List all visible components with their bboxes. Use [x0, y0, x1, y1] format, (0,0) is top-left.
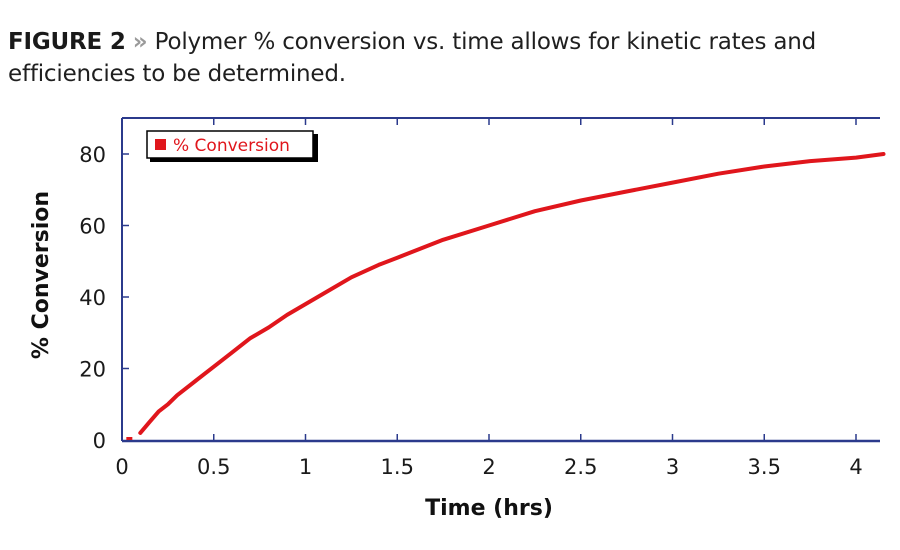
x-tick-label: 1.5	[381, 455, 414, 479]
y-tick-label: 0	[93, 429, 106, 453]
y-tick-label: 80	[79, 143, 106, 167]
legend-marker-icon	[155, 139, 166, 150]
y-tick-label: 40	[79, 286, 106, 310]
legend-box	[146, 130, 314, 159]
y-axis: 0 20 40 60 80	[79, 143, 129, 453]
x-tick-label: 4	[849, 455, 862, 479]
legend: % Conversion	[146, 130, 318, 162]
x-axis: 0 0.5 1 1.5 2 2.5 3 3.5 4	[115, 118, 863, 479]
x-tick-label: 2.5	[564, 455, 597, 479]
plot-frame	[121, 117, 880, 443]
data-point	[126, 437, 133, 440]
conversion-line	[138, 152, 886, 435]
x-tick-label: 3.5	[748, 455, 781, 479]
figure-caption: FIGURE 2 » Polymer % conversion vs. time…	[8, 26, 888, 90]
x-tick-label: 3	[666, 455, 679, 479]
series-line	[126, 152, 886, 440]
y-axis-title: % Conversion	[29, 191, 54, 359]
separator-icon: »	[132, 29, 148, 55]
caption-text: Polymer % conversion vs. time allows for…	[8, 29, 817, 87]
y-tick-label: 60	[79, 215, 106, 239]
x-axis-title: Time (hrs)	[425, 496, 553, 521]
figure-label: FIGURE 2	[8, 29, 126, 55]
x-tick-label: 0.5	[197, 455, 230, 479]
x-tick-label: 2	[482, 455, 495, 479]
x-tick-label: 1	[299, 455, 312, 479]
y-tick-label: 20	[79, 358, 106, 382]
x-tick-label: 0	[115, 455, 128, 479]
legend-label: % Conversion	[173, 136, 290, 156]
